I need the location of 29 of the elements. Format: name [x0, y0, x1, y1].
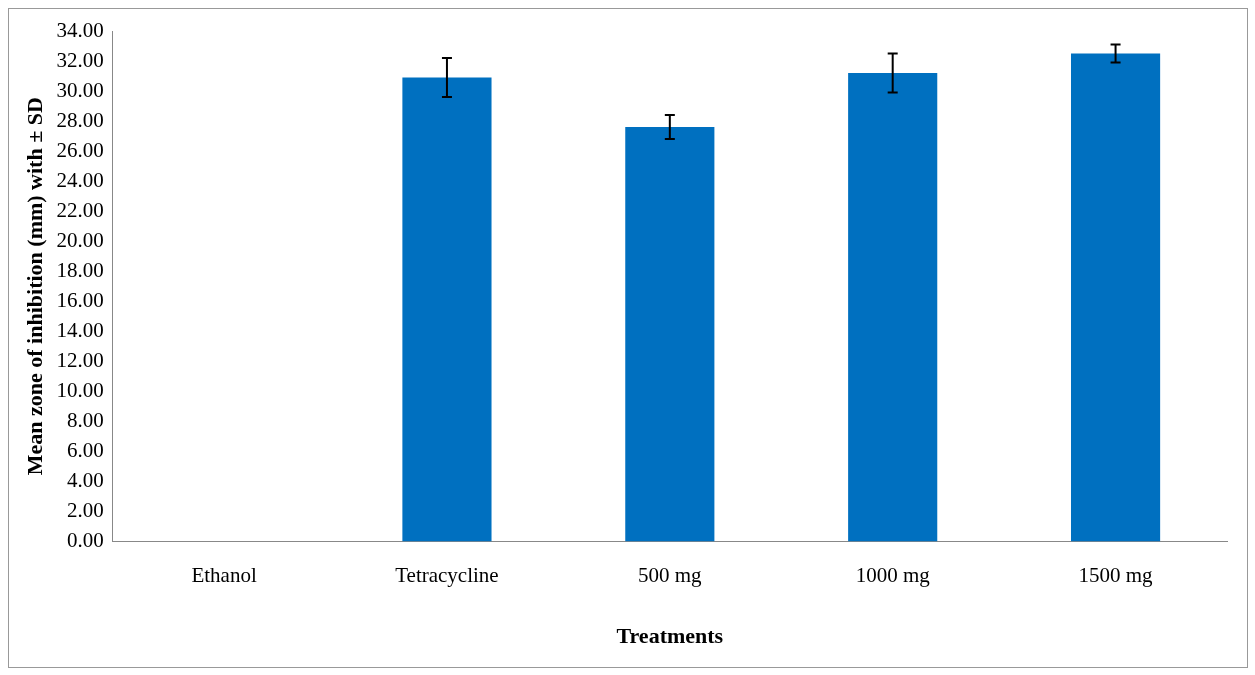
- y-tick-label: 16.00: [56, 287, 104, 312]
- y-tick-label: 8.00: [66, 407, 104, 432]
- y-tick-label: 30.00: [56, 77, 104, 102]
- y-tick-label: 26.00: [56, 137, 104, 162]
- y-tick-label: 2.00: [66, 497, 104, 522]
- bar: [1070, 53, 1161, 542]
- y-tick-label: 10.00: [56, 377, 104, 402]
- y-tick-label: 34.00: [56, 17, 104, 42]
- bar: [625, 127, 715, 542]
- x-axis-title: Treatments: [616, 623, 724, 649]
- y-axis-title: Mean zone of inhibition (mm) with ± SD: [21, 97, 47, 476]
- x-tick-label: 500 mg: [638, 562, 703, 587]
- x-tick-label: 1000 mg: [855, 562, 931, 587]
- y-tick-label: 22.00: [56, 197, 104, 222]
- bar: [402, 77, 492, 542]
- y-tick-label: 32.00: [56, 47, 104, 72]
- x-tick-label: Tetracycline: [395, 562, 499, 587]
- y-tick-label: 6.00: [66, 437, 104, 462]
- x-tick-label: Ethanol: [191, 562, 257, 587]
- bar: [848, 73, 938, 542]
- y-tick-label: 28.00: [56, 107, 104, 132]
- y-tick-label: 12.00: [56, 347, 104, 372]
- y-tick-label: 14.00: [56, 317, 104, 342]
- y-tick-label: 18.00: [56, 257, 104, 282]
- y-tick-label: 0.00: [66, 527, 104, 552]
- y-tick-label: 24.00: [56, 167, 104, 192]
- x-tick-label: 1500 mg: [1078, 562, 1154, 587]
- y-tick-label: 4.00: [66, 467, 104, 492]
- y-tick-label: 20.00: [56, 227, 104, 252]
